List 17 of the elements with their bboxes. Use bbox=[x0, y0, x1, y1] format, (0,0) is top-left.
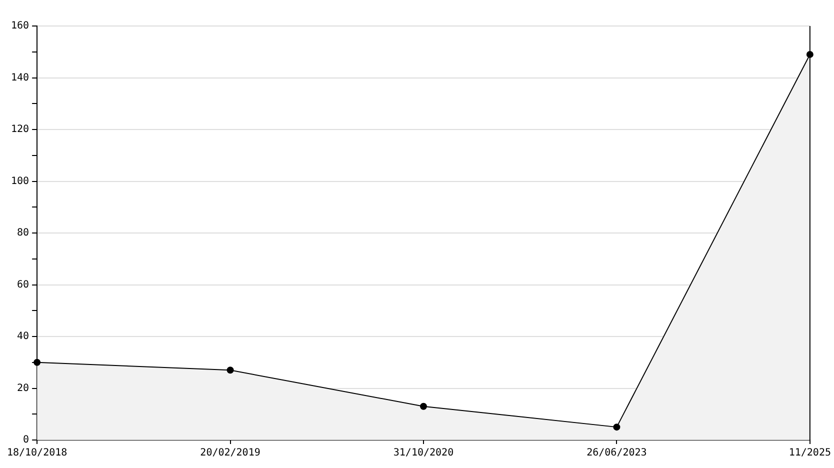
y-tick-label: 40 bbox=[17, 331, 30, 342]
y-tick-label: 100 bbox=[11, 176, 30, 187]
y-tick-label: 0 bbox=[23, 434, 30, 446]
x-tick-label: 18/10/2018 bbox=[6, 448, 68, 459]
y-tick-label: 140 bbox=[11, 72, 30, 84]
point bbox=[226, 366, 234, 374]
y-tick-label: 80 bbox=[17, 228, 30, 239]
x-tick-label: 11/2025 bbox=[788, 448, 832, 459]
y-tick-label: 160 bbox=[11, 20, 30, 32]
point bbox=[613, 424, 620, 431]
y-tick-label: 120 bbox=[11, 124, 30, 136]
x-tick-label: 31/10/2020 bbox=[393, 448, 454, 459]
x-tick-label: 20/02/2019 bbox=[200, 448, 260, 459]
point bbox=[420, 402, 427, 410]
x-tick-label: 26/06/2023 bbox=[586, 448, 647, 459]
y-tick-label: 60 bbox=[17, 279, 30, 290]
y-tick-label: 20 bbox=[17, 382, 30, 394]
